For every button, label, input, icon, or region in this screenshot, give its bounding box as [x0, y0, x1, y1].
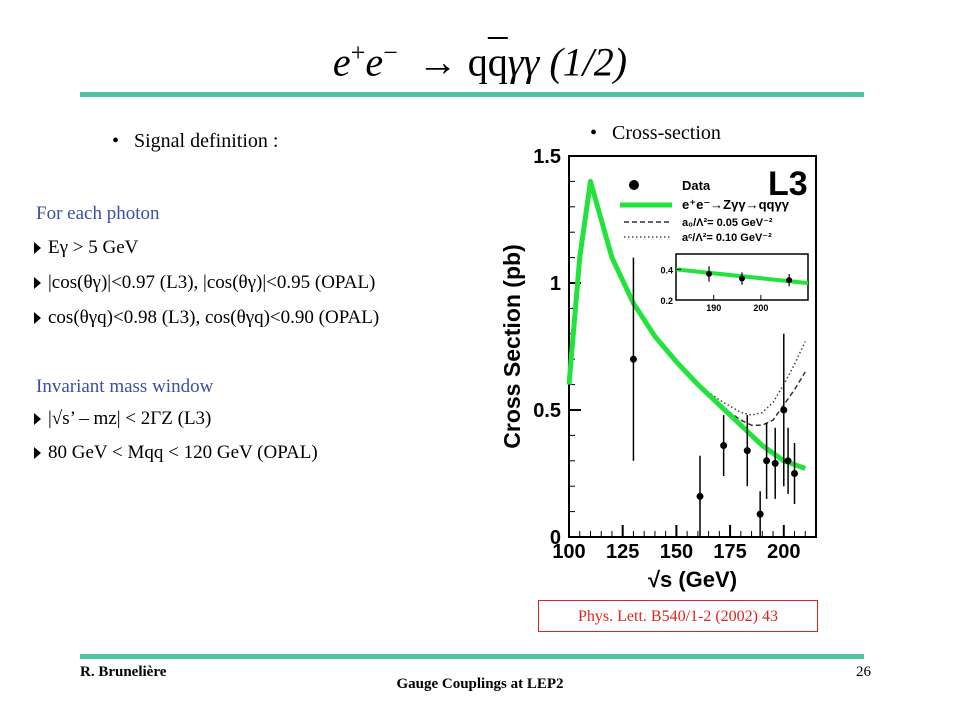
y-tick-label: 0	[550, 527, 561, 549]
y-tick-label: 1	[550, 273, 561, 295]
sm-curve	[566, 178, 807, 471]
slide-title: e+e− → qqγγ (1/2)	[332, 38, 628, 85]
inset-data-point	[739, 275, 745, 282]
x-axis-label: √s (GeV)	[648, 567, 737, 592]
data-point	[720, 442, 728, 450]
photon-section-heading: For each photon	[36, 203, 160, 224]
data-point	[791, 470, 799, 477]
x-tick-label: 100	[552, 541, 585, 563]
inset-x-tick-label: 200	[753, 303, 768, 313]
y-tick-label: 0.5	[533, 400, 561, 422]
inset-y-tick-label: 0.4	[660, 265, 673, 275]
triangle-bullet-icon	[34, 312, 41, 324]
author: R. Brunelière	[80, 664, 167, 680]
mass-window-heading: Invariant mass window	[36, 376, 214, 397]
page-number: 26	[856, 664, 871, 680]
inset-x-tick-label: 190	[706, 303, 721, 313]
inset-data-point	[786, 277, 793, 284]
plot-frame	[568, 155, 817, 538]
data-point	[756, 510, 764, 518]
inset-sm-line	[675, 267, 809, 286]
legend-sm-label: e⁺e⁻→Zγγ→qqγγ	[682, 197, 790, 212]
triangle-bullet-icon	[34, 413, 41, 425]
legend-a0-label: a₀/Λ²= 0.05 GeV⁻²	[682, 217, 773, 229]
photon-energy-cut: Eγ > 5 GeV	[34, 237, 138, 259]
footer-divider	[80, 654, 864, 659]
title-divider	[80, 92, 864, 97]
photon-quark-angle-cut: cos(θγq)<0.98 (L3), cos(θγq)<0.90 (OPAL)	[34, 307, 379, 329]
data-point	[696, 492, 704, 500]
x-tick-label: 125	[606, 541, 639, 563]
inset-data-point	[706, 270, 712, 277]
signal-definition-bullet: • Signal definition :	[112, 130, 279, 152]
data-point	[763, 457, 771, 465]
footer-title: Gauge Couplings at LEP2	[396, 676, 564, 692]
triangle-bullet-icon	[34, 447, 41, 459]
x-tick-label: 175	[713, 541, 746, 563]
x-tick-label: 150	[660, 541, 693, 563]
legend-data-marker	[629, 180, 639, 190]
y-axis-label: Cross Section (pb)	[499, 244, 525, 448]
legend-ac-label: aᶜ/Λ²= 0.10 GeV⁻²	[682, 232, 772, 244]
inset-y-tick-label: 0.2	[660, 296, 673, 306]
x-tick-label: 200	[767, 541, 800, 563]
l3-mass-cut: |√s’ – mz| < 2ΓZ (L3)	[34, 408, 211, 430]
y-tick-label: 1.5	[533, 146, 561, 168]
data-point	[780, 406, 788, 414]
legend-data-label: Data	[682, 178, 711, 193]
data-point	[743, 447, 751, 455]
experiment-label: L3	[768, 165, 808, 203]
triangle-bullet-icon	[34, 277, 41, 289]
photon-angle-cut: |cos(θγ)|<0.97 (L3), |cos(θγ)|<0.95 (OPA…	[34, 272, 375, 294]
triangle-bullet-icon	[34, 242, 41, 254]
cross-section-bullet: • Cross-section	[590, 122, 721, 144]
data-point	[771, 459, 779, 467]
reference-box: Phys. Lett. B540/1-2 (2002) 43	[538, 600, 818, 632]
inset-frame	[675, 253, 809, 301]
data-point	[784, 457, 792, 465]
opal-mass-cut: 80 GeV < Mqq < 120 GeV (OPAL)	[34, 442, 318, 464]
ac-curve	[697, 341, 806, 416]
data-point	[629, 355, 637, 363]
a0-curve	[697, 371, 806, 426]
